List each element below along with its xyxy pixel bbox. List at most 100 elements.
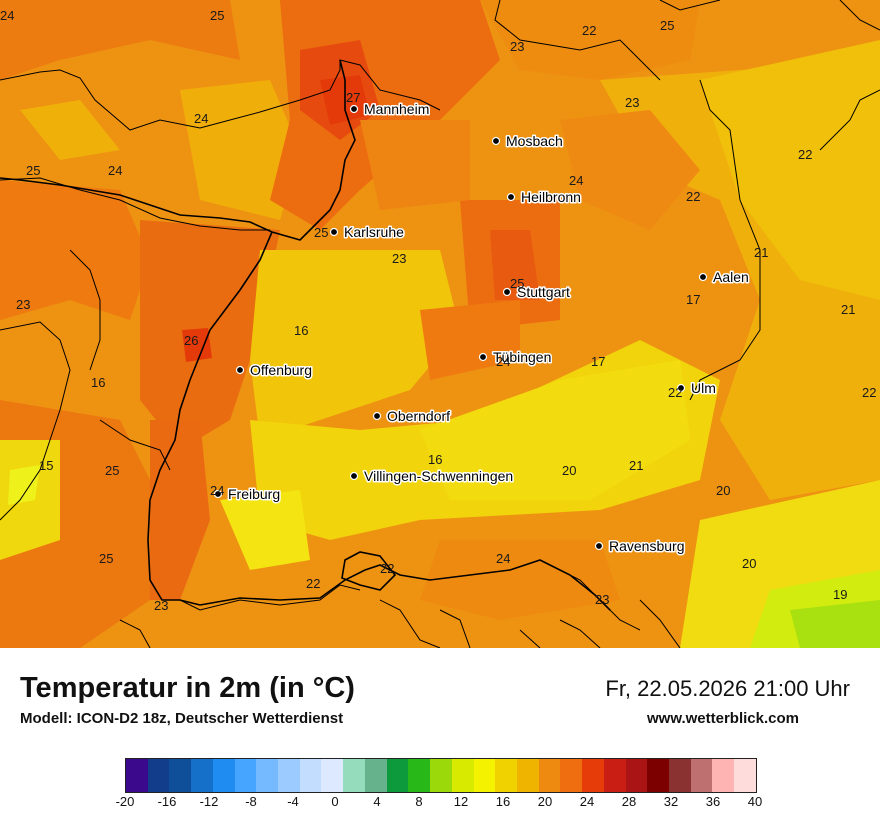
color-scale-segment [169, 759, 192, 792]
city-label: Ravensburg [609, 538, 685, 554]
city-label: Stuttgart [517, 284, 570, 300]
temperature-label: 22 [668, 385, 682, 400]
color-scale-segment [668, 759, 691, 792]
color-scale-tick-label: 16 [495, 794, 511, 809]
temperature-label: 21 [841, 302, 855, 317]
city-label: Offenburg [250, 362, 312, 378]
city-dot [478, 352, 488, 362]
city-dot [349, 104, 359, 114]
color-scale-tick-label: 32 [663, 794, 679, 809]
temperature-label: 23 [510, 39, 524, 54]
temperature-label: 25 [26, 163, 40, 178]
temperature-label: 25 [105, 463, 119, 478]
color-scale-tick-label: -20 [115, 794, 135, 809]
color-scale-bar [125, 758, 757, 793]
temperature-label: 19 [833, 587, 847, 602]
temperature-label: 16 [294, 323, 308, 338]
color-scale-segment [299, 759, 322, 792]
city-dot [676, 383, 686, 393]
temperature-label: 24 [108, 163, 122, 178]
map-title: Temperatur in 2m (in °C) [20, 672, 355, 704]
temperature-label: 27 [346, 90, 360, 105]
city-dot [372, 411, 382, 421]
temperature-label: 20 [716, 483, 730, 498]
city-dot [506, 192, 516, 202]
temperature-label: 16 [91, 375, 105, 390]
city-dot [698, 272, 708, 282]
temperature-label: 26 [184, 333, 198, 348]
color-scale-tick-label: 40 [747, 794, 763, 809]
temperature-label: 21 [629, 458, 643, 473]
city-label: Mannheim [364, 101, 429, 117]
color-scale-segment [278, 759, 300, 792]
color-scale-segment [495, 759, 517, 792]
forecast-datetime: Fr, 22.05.2026 21:00 Uhr [605, 676, 850, 701]
color-scale-segment [126, 759, 148, 792]
temperature-label: 23 [154, 598, 168, 613]
city-label: Mosbach [506, 133, 563, 149]
temperature-label: 24 [194, 111, 208, 126]
temperature-label: 25 [314, 225, 328, 240]
color-scale-tick-label: 0 [331, 794, 339, 809]
city-dot [329, 227, 339, 237]
color-scale-tick-label: 8 [415, 794, 423, 809]
temperature-label: 23 [625, 95, 639, 110]
temperature-label: 24 [496, 551, 510, 566]
administrative-borders [0, 0, 880, 648]
color-scale-segment [386, 759, 409, 792]
city-dot [235, 365, 245, 375]
city-label: Villingen-Schwenningen [364, 468, 513, 484]
temperature-label: 20 [562, 463, 576, 478]
model-info: Modell: ICON-D2 18z, Deutscher Wetterdie… [20, 710, 344, 727]
temperature-labels: 24 25 22 25 23 27 24 24 25 23 22 24 22 25 23 21 21 23 25 17… [0, 8, 876, 613]
temperature-label: 20 [742, 556, 756, 571]
color-scale-segment [430, 759, 452, 792]
temperature-fields [0, 0, 880, 648]
temperature-label: 23 [392, 251, 406, 266]
temperature-label: 24 [496, 354, 510, 369]
color-scale-segment [712, 759, 735, 792]
temperature-label: 23 [16, 297, 30, 312]
city-dot [594, 541, 604, 551]
color-scale-tick-label: -12 [199, 794, 219, 809]
temperature-label: 25 [510, 276, 524, 291]
temperature-label: 22 [306, 576, 320, 591]
temperature-label: 22 [686, 189, 700, 204]
color-scale-segment [538, 759, 561, 792]
country-borders [0, 59, 611, 611]
city-dot [502, 287, 512, 297]
city-label: Aalen [713, 269, 749, 285]
map-canvas: Mannheim Mosbach Heilbronn Karlsruhe Aalen St… [0, 0, 880, 648]
color-scale-segment [603, 759, 626, 792]
temperature-label: 24 [210, 483, 224, 498]
color-scale-segment [451, 759, 474, 792]
temperature-label: 17 [686, 292, 700, 307]
temperature-label: 22 [582, 23, 596, 38]
color-scale-tick-label: -4 [287, 794, 299, 809]
color-scale-segment [321, 759, 344, 792]
website-link[interactable]: www.wetterblick.com [647, 710, 799, 727]
color-scale-segment [343, 759, 365, 792]
temperature-label: 24 [0, 8, 14, 23]
color-scale-tick-label: 12 [453, 794, 469, 809]
temperature-label: 21 [754, 245, 768, 260]
temperature-label: 25 [210, 8, 224, 23]
temperature-label: 25 [99, 551, 113, 566]
color-scale-segment [473, 759, 496, 792]
color-scale-segment [734, 759, 756, 792]
color-scale-ticks: -20 -16 -12 -8 -4 0 4 8 12 16 20 24 28 32 36 40 [0, 794, 880, 814]
color-scale-tick-label: 24 [579, 794, 595, 809]
temperature-label: 22 [380, 561, 394, 576]
city-label: Tübingen [493, 349, 551, 365]
color-scale-segment [191, 759, 213, 792]
city-markers: Mannheim Mosbach Heilbronn Karlsruhe Aalen St… [213, 100, 750, 556]
color-scale-segment [625, 759, 648, 792]
color-scale-tick-label: 20 [537, 794, 553, 809]
color-scale-segment [147, 759, 170, 792]
footer: Temperatur in 2m (in °C) Modell: ICON-D2… [0, 648, 880, 830]
temperature-label: 24 [569, 173, 583, 188]
color-scale-segment [408, 759, 431, 792]
color-scale-tick-label: 4 [373, 794, 381, 809]
color-scale-segment [364, 759, 387, 792]
temperature-label: 22 [862, 385, 876, 400]
